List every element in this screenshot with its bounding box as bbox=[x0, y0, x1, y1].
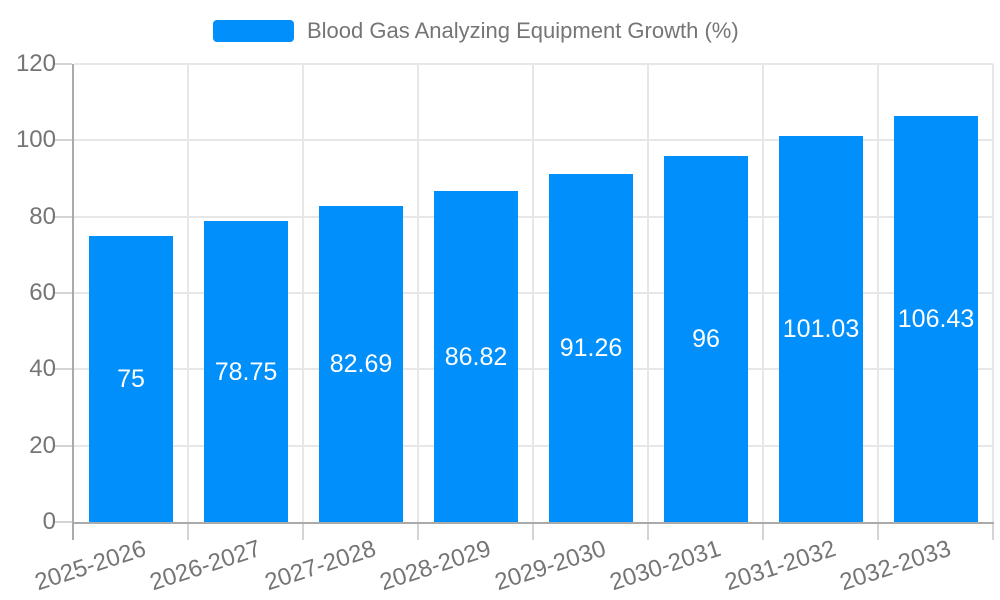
y-axis-tick-label: 120 bbox=[15, 50, 56, 77]
legend-label: Blood Gas Analyzing Equipment Growth (%) bbox=[307, 18, 739, 43]
x-axis-tick-label: 2028-2029 bbox=[376, 535, 494, 597]
legend-marker-swatch bbox=[213, 20, 294, 42]
gridline-vertical bbox=[647, 64, 649, 522]
x-axis-tick-label: 2029-2030 bbox=[491, 535, 609, 597]
y-axis-line bbox=[72, 64, 74, 540]
y-axis-tick-label: 100 bbox=[15, 126, 56, 153]
x-axis-tick-label: 2032-2033 bbox=[836, 535, 954, 597]
gridline-vertical bbox=[877, 64, 879, 522]
y-axis-tick-label: 0 bbox=[42, 508, 56, 535]
x-axis-tick bbox=[762, 524, 764, 540]
gridline-vertical bbox=[417, 64, 419, 522]
y-axis-tick bbox=[55, 445, 72, 447]
bar[interactable] bbox=[89, 236, 173, 522]
bar[interactable] bbox=[549, 174, 633, 522]
y-axis-tick bbox=[55, 139, 72, 141]
x-axis-tick-label: 2025-2026 bbox=[31, 535, 149, 597]
x-axis-line bbox=[72, 522, 994, 524]
x-axis-tick bbox=[532, 524, 534, 540]
bar[interactable] bbox=[779, 136, 863, 522]
gridline-vertical bbox=[762, 64, 764, 522]
x-axis-tick bbox=[187, 524, 189, 540]
y-axis-tick-label: 20 bbox=[29, 432, 56, 459]
y-axis-tick-label: 60 bbox=[29, 279, 56, 306]
y-axis-tick-label: 40 bbox=[29, 355, 56, 382]
y-axis-tick bbox=[55, 216, 72, 218]
bar[interactable] bbox=[894, 116, 978, 522]
x-axis-tick-label: 2026-2027 bbox=[146, 535, 264, 597]
x-axis-tick bbox=[877, 524, 879, 540]
gridline-vertical bbox=[532, 64, 534, 522]
bar[interactable] bbox=[664, 156, 748, 522]
x-axis-tick bbox=[302, 524, 304, 540]
x-axis-tick bbox=[647, 524, 649, 540]
gridline-vertical bbox=[187, 64, 189, 522]
y-axis-tick bbox=[55, 292, 72, 294]
x-axis-tick bbox=[992, 524, 994, 540]
bar[interactable] bbox=[204, 221, 288, 522]
gridline-vertical bbox=[992, 64, 994, 522]
y-axis-tick bbox=[55, 521, 72, 523]
y-axis-tick-label: 80 bbox=[29, 203, 56, 230]
x-axis-tick bbox=[417, 524, 419, 540]
gridline-vertical bbox=[302, 64, 304, 522]
y-axis-tick bbox=[55, 63, 72, 65]
legend-item[interactable]: Blood Gas Analyzing Equipment Growth (%) bbox=[213, 17, 739, 45]
x-axis-tick-label: 2031-2032 bbox=[721, 535, 839, 597]
y-axis-tick bbox=[55, 368, 72, 370]
x-axis-tick-label: 2030-2031 bbox=[606, 535, 724, 597]
x-axis-tick-label: 2027-2028 bbox=[261, 535, 379, 597]
bar[interactable] bbox=[319, 206, 403, 522]
bar[interactable] bbox=[434, 191, 518, 522]
